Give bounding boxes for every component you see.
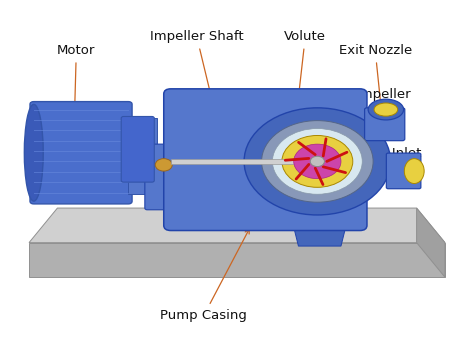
Circle shape (262, 121, 373, 202)
Circle shape (310, 156, 324, 167)
Ellipse shape (374, 103, 398, 116)
FancyBboxPatch shape (365, 108, 405, 141)
FancyBboxPatch shape (121, 117, 155, 182)
Ellipse shape (404, 159, 424, 184)
Circle shape (294, 144, 341, 179)
Circle shape (155, 159, 172, 171)
Text: Motor: Motor (57, 44, 95, 131)
FancyBboxPatch shape (128, 118, 156, 194)
Text: Pump Casing: Pump Casing (161, 229, 249, 322)
Polygon shape (417, 208, 445, 277)
FancyBboxPatch shape (30, 102, 132, 204)
Text: Impeller Shaft: Impeller Shaft (150, 31, 244, 151)
Ellipse shape (24, 104, 43, 201)
FancyBboxPatch shape (386, 153, 421, 189)
Text: Exit Nozzle: Exit Nozzle (338, 44, 412, 118)
FancyBboxPatch shape (145, 144, 182, 210)
Ellipse shape (368, 99, 403, 120)
Circle shape (273, 129, 362, 194)
Text: Volute: Volute (284, 31, 326, 135)
Polygon shape (29, 243, 445, 277)
Text: Impeller: Impeller (357, 87, 412, 121)
Polygon shape (289, 208, 350, 246)
Circle shape (244, 108, 391, 215)
Circle shape (282, 135, 353, 187)
Polygon shape (29, 208, 445, 243)
Text: Pump Inlet: Pump Inlet (350, 147, 421, 163)
Bar (171, 159, 322, 164)
FancyBboxPatch shape (164, 89, 367, 230)
